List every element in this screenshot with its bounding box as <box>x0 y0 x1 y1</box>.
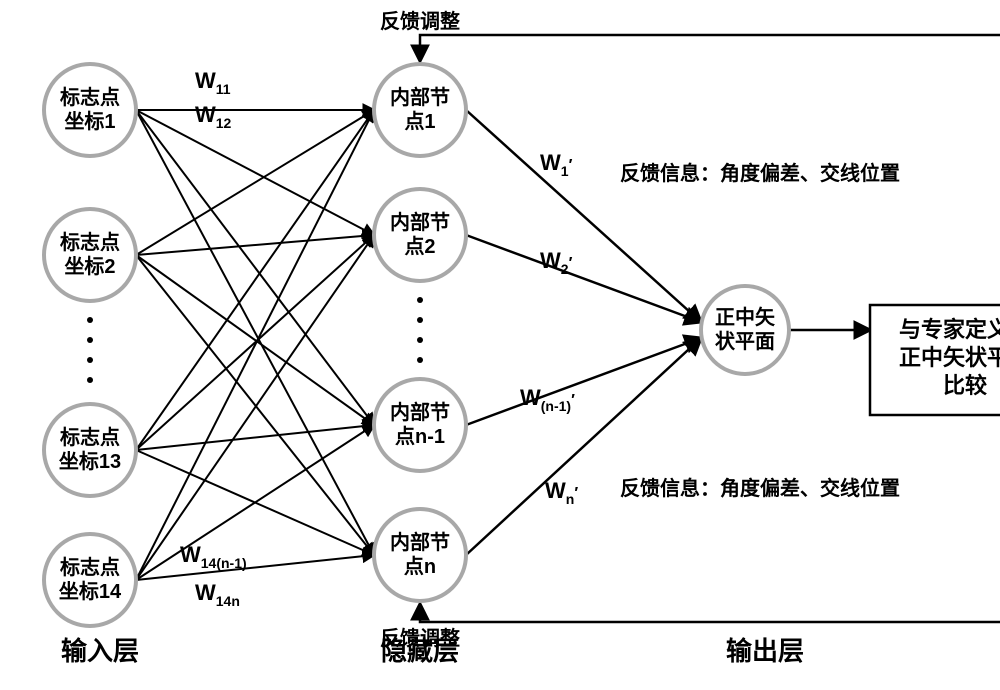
hidden-layer-label: 隐藏层 <box>381 636 459 666</box>
svg-text:W14n: W14n <box>195 580 240 609</box>
svg-text:Wn′: Wn′ <box>545 478 578 507</box>
svg-text:点1: 点1 <box>404 110 435 133</box>
svg-text:正中矢: 正中矢 <box>715 305 776 329</box>
hidden-node: 内部节点n-1 <box>374 379 466 471</box>
svg-text:内部节: 内部节 <box>390 400 450 424</box>
weight-w14n1: W14(n-1) <box>180 542 247 571</box>
svg-text:W2′: W2′ <box>540 248 573 277</box>
svg-text:比较: 比较 <box>943 373 987 398</box>
svg-text:坐标13: 坐标13 <box>59 450 121 473</box>
svg-text:正中矢状平面: 正中矢状平面 <box>899 345 1000 370</box>
output-layer-label: 输出层 <box>726 636 804 666</box>
svg-text:点n: 点n <box>404 555 436 578</box>
input-node: 标志点坐标2 <box>44 209 136 301</box>
weight-w14n: W14n <box>195 580 240 609</box>
weight-w12: W12 <box>195 102 232 131</box>
svg-text:坐标1: 坐标1 <box>64 110 115 133</box>
weight-w2p: W2′ <box>540 248 573 277</box>
svg-text:W1′: W1′ <box>540 150 573 179</box>
svg-text:内部节: 内部节 <box>390 530 450 554</box>
svg-text:内部节: 内部节 <box>390 210 450 234</box>
weight-labels: W11 W12 W14(n-1) W14n W1′ W2′ W(n-1)′ Wn′ <box>180 68 578 609</box>
diagram-canvas: 标志点坐标1标志点坐标2标志点坐标13标志点坐标14内部节点1内部节点2内部节点… <box>0 0 1000 690</box>
svg-text:点2: 点2 <box>404 235 435 258</box>
svg-text:标志点: 标志点 <box>60 426 120 449</box>
weight-w1p: W1′ <box>540 150 573 179</box>
weight-wnp: Wn′ <box>545 478 578 507</box>
svg-text:W14(n-1): W14(n-1) <box>180 542 247 571</box>
svg-text:状平面: 状平面 <box>715 329 775 353</box>
output-node: 正中矢状平面 <box>701 286 789 374</box>
svg-text:W(n-1)′: W(n-1)′ <box>520 385 575 414</box>
hidden-layer: 内部节点1内部节点2内部节点n-1内部节点n <box>374 64 466 601</box>
comparison-box: 与专家定义的正中矢状平面比较 <box>870 305 1000 415</box>
svg-text:内部节: 内部节 <box>390 85 450 109</box>
svg-text:与专家定义的: 与专家定义的 <box>899 317 1000 342</box>
svg-text:坐标14: 坐标14 <box>59 580 122 603</box>
weight-wn1p: W(n-1)′ <box>520 385 575 414</box>
hidden-node: 内部节点n <box>374 509 466 601</box>
input-layer-label: 输入层 <box>61 636 139 666</box>
svg-text:坐标2: 坐标2 <box>64 255 115 278</box>
svg-text:W11: W11 <box>195 68 231 97</box>
input-node: 标志点坐标14 <box>44 534 136 626</box>
hidden-node: 内部节点2 <box>374 189 466 281</box>
feedback-info-top: 反馈信息：角度偏差、交线位置 <box>620 161 900 185</box>
feedback-top-label: 反馈调整 <box>380 9 460 33</box>
input-hidden-edges <box>136 110 374 580</box>
hidden-node: 内部节点1 <box>374 64 466 156</box>
svg-text:W12: W12 <box>195 102 232 131</box>
feedback-info-bottom: 反馈信息：角度偏差、交线位置 <box>620 476 900 500</box>
svg-text:标志点: 标志点 <box>60 86 120 109</box>
svg-text:标志点: 标志点 <box>60 556 120 579</box>
svg-text:点n-1: 点n-1 <box>395 425 445 448</box>
input-layer: 标志点坐标1标志点坐标2标志点坐标13标志点坐标14 <box>44 64 136 626</box>
input-node: 标志点坐标13 <box>44 404 136 496</box>
weight-w11: W11 <box>195 68 231 97</box>
svg-text:标志点: 标志点 <box>60 231 120 254</box>
input-node: 标志点坐标1 <box>44 64 136 156</box>
